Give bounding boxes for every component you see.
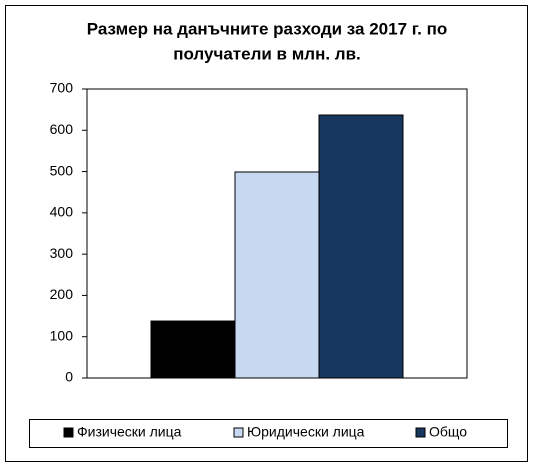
y-tick-label: 500 (50, 162, 74, 178)
legend-label: Юридически лица (247, 424, 365, 440)
legend-box (29, 419, 508, 448)
y-tick-label: 400 (50, 204, 74, 220)
y-tick-label: 600 (50, 121, 74, 137)
legend-swatch (415, 427, 426, 438)
y-tick-label: 700 (50, 80, 74, 96)
y-tick-label: 200 (50, 286, 74, 302)
legend-label: Общо (429, 424, 467, 440)
bar (150, 320, 236, 379)
y-tick-label: 0 (65, 369, 73, 385)
bar (234, 171, 320, 379)
legend-swatch (63, 427, 74, 438)
chart-title: получатели в млн. лв. (173, 44, 361, 63)
legend-label: Физически лица (77, 424, 182, 440)
bar (318, 114, 404, 379)
y-tick-label: 100 (50, 327, 74, 343)
legend-swatch (233, 427, 244, 438)
chart-title: Размер на данъчните разходи за 2017 г. п… (87, 19, 447, 38)
y-tick-label: 300 (50, 245, 74, 261)
